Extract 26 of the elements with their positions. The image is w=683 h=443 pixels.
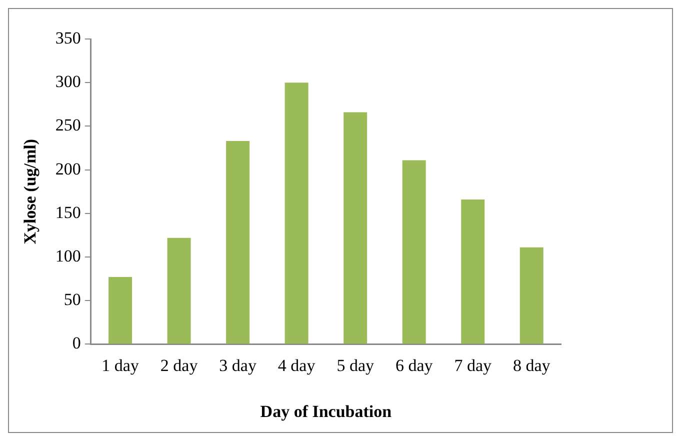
bar [402, 160, 426, 344]
x-tick-label: 6 day [395, 356, 434, 375]
x-tick-label: 2 day [160, 356, 198, 375]
x-tick-label: 7 day [454, 356, 492, 375]
y-tick-label: 250 [55, 116, 81, 135]
bar [226, 141, 250, 344]
y-tick-label: 350 [55, 28, 81, 48]
x-tick-label: 1 day [102, 356, 140, 375]
x-tick-label: 4 day [278, 356, 316, 375]
bar [284, 82, 308, 344]
x-axis-title: Day of Incubation [260, 402, 392, 422]
bar [344, 112, 368, 344]
y-tick-label: 50 [64, 290, 81, 310]
bar [461, 199, 485, 344]
bar [520, 247, 544, 344]
x-tick-label: 5 day [336, 356, 374, 375]
y-axis-title: Xylose (ug/ml) [20, 138, 40, 244]
y-tick-label: 300 [55, 72, 81, 92]
bar [108, 277, 132, 344]
y-tick-label: 200 [55, 159, 81, 178]
bar [167, 238, 191, 344]
x-tick-label: 3 day [219, 356, 257, 375]
y-tick-label: 150 [55, 202, 81, 222]
y-tick-label: 0 [72, 334, 81, 353]
x-tick-label: 8 day [512, 356, 551, 375]
y-tick-label: 100 [55, 246, 81, 266]
